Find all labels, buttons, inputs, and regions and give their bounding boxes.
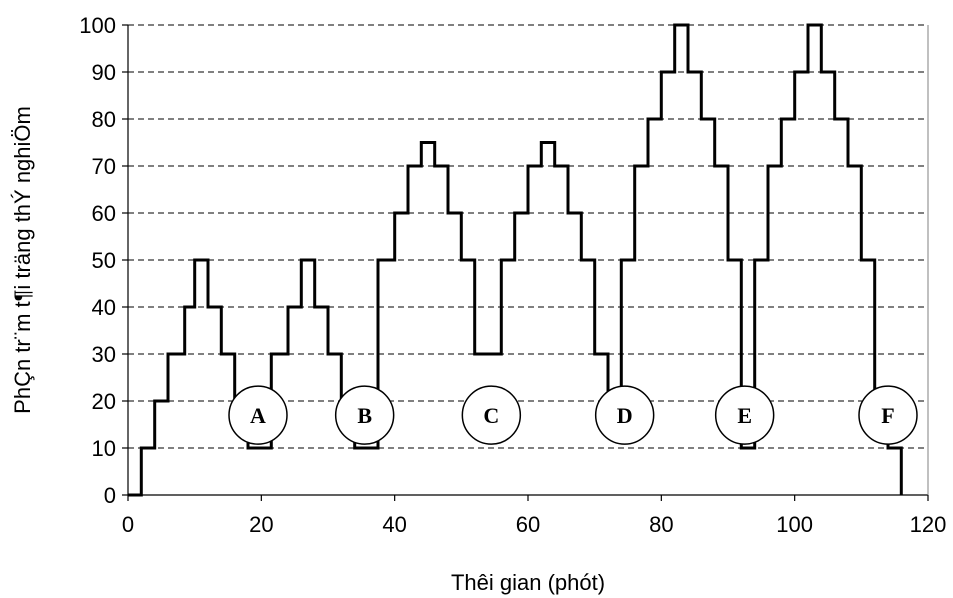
annotation-label: D (617, 403, 633, 428)
annotation-circle (714, 385, 775, 445)
y-tick-label: 40 (92, 295, 116, 320)
tick-labels: 0 10 20 30 40 50 60 70 80 90 100 0 20 40 60 80 100 120 (79, 13, 946, 537)
annotation-circle (461, 385, 522, 445)
annotation-circle (858, 385, 918, 445)
annotation-A: A (228, 385, 288, 445)
y-tick-label: 10 (92, 436, 116, 461)
series (128, 23, 903, 497)
y-tick-label: 30 (92, 342, 116, 367)
grid (128, 24, 928, 449)
y-axis-title: PhÇn tr¨m t¶i träng thÝ nghiÖm (10, 106, 35, 414)
x-tick-label: 0 (122, 512, 134, 537)
x-tick-label: 120 (910, 512, 947, 537)
annotation-label: C (483, 403, 499, 428)
annotation-E: E (714, 385, 775, 445)
series-line-0 (128, 23, 903, 497)
x-tick-label: 20 (249, 512, 273, 537)
annotation-circle (334, 385, 395, 445)
annotation-circle (228, 385, 288, 445)
y-tick-label: 50 (92, 248, 116, 273)
y-tick-label: 70 (92, 154, 116, 179)
y-tick-label: 20 (92, 389, 116, 414)
annotation-F: F (858, 385, 918, 445)
annotation-label: E (737, 403, 752, 428)
axes (122, 24, 929, 501)
y-tick-label: 80 (92, 107, 116, 132)
annotation-label: F (881, 403, 894, 428)
annotations: A B C D E F (228, 385, 918, 445)
y-tick-label: 0 (104, 483, 116, 508)
y-tick-label: 100 (79, 13, 116, 38)
annotation-label: A (250, 403, 266, 428)
x-tick-label: 40 (382, 512, 406, 537)
annotation-label: B (357, 403, 372, 428)
annotation-D: D (594, 385, 655, 445)
x-tick-label: 100 (776, 512, 813, 537)
y-tick-label: 60 (92, 201, 116, 226)
annotation-C: C (461, 385, 522, 445)
y-tick-label: 90 (92, 60, 116, 85)
annotation-B: B (334, 385, 395, 445)
x-axis-title: Thêi gian (phót) (451, 570, 605, 595)
annotation-circle (594, 385, 655, 445)
x-tick-label: 80 (649, 512, 673, 537)
x-tick-label: 60 (516, 512, 540, 537)
